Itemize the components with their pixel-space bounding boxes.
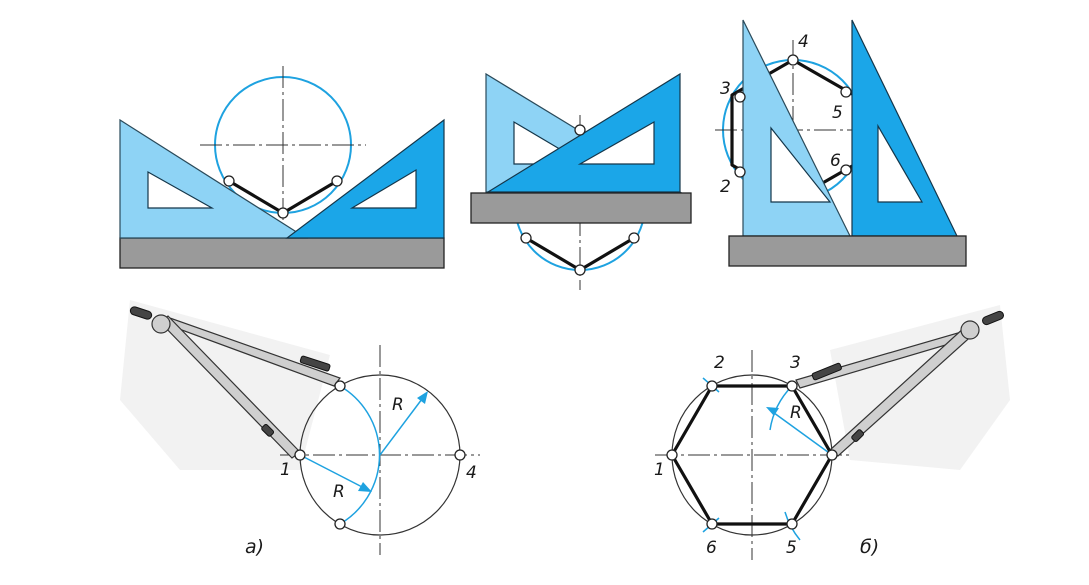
- label-4-a: 4: [466, 463, 477, 483]
- point-left-b: [277, 207, 289, 219]
- radius-label-b: R: [790, 403, 802, 423]
- point-middle-d: [574, 124, 586, 136]
- compass-lead-a: [299, 355, 331, 372]
- label-5-top: 5: [832, 103, 843, 123]
- label-2-b: 2: [714, 353, 725, 373]
- set-square-hole-right: [349, 168, 417, 209]
- set-square-light-right: [742, 19, 851, 237]
- point-5-top: [840, 86, 852, 98]
- compass-screw-b: [851, 429, 865, 443]
- point-bottom-a: [334, 518, 346, 530]
- point-top-a: [334, 380, 346, 392]
- compass-handle-b: [982, 310, 1004, 326]
- compass-hinge-b: [960, 320, 980, 340]
- point-4-b: [826, 449, 838, 461]
- caption-a: а): [245, 536, 264, 558]
- label-6-b: 6: [706, 538, 717, 558]
- label-4-top: 4: [798, 32, 809, 52]
- top-left-figure: [119, 66, 445, 269]
- compass-handle-a: [129, 306, 153, 320]
- point-middle-b: [574, 264, 586, 276]
- top-middle-figure: [470, 72, 692, 290]
- point-4-a: [454, 449, 466, 461]
- set-square-dark-right: [285, 118, 445, 239]
- point-left-c: [331, 175, 343, 187]
- point-3-top: [734, 91, 746, 103]
- radius-a-2: [379, 394, 426, 456]
- point-6-top: [840, 164, 852, 176]
- point-2-b: [706, 380, 718, 392]
- point-3-b: [786, 380, 798, 392]
- point-2-top: [734, 166, 746, 178]
- label-2-top: 2: [720, 177, 731, 197]
- set-square-hole-middle-dark: [577, 120, 655, 165]
- top-right-figure: 4 3 2 5 6: [715, 19, 967, 267]
- panel-b: R 1 2 3 5 6 б): [654, 305, 1010, 560]
- radius-b-arrow: [766, 407, 779, 416]
- label-1-a: 1: [280, 460, 291, 480]
- point-left-a: [223, 175, 235, 187]
- caption-b: б): [860, 536, 879, 558]
- point-4-top: [787, 54, 799, 66]
- label-3-b: 3: [790, 353, 801, 373]
- compass-screw-a: [261, 423, 275, 437]
- label-1-b: 1: [654, 460, 665, 480]
- point-5-b: [786, 518, 798, 530]
- point-1-b: [666, 449, 678, 461]
- arc-a: [339, 385, 381, 525]
- ruler-base-left: [119, 237, 445, 269]
- point-1-a: [294, 449, 306, 461]
- label-5-b: 5: [786, 538, 797, 558]
- ruler-base-middle: [470, 192, 692, 224]
- set-square-hole-rightmost: [877, 123, 924, 203]
- point-middle-c: [628, 232, 640, 244]
- compass-lead-b: [811, 362, 842, 381]
- compass-a: [129, 306, 341, 459]
- panel-a: R R 1 4 а): [120, 300, 480, 558]
- compass-shadow-b: [830, 305, 1010, 470]
- set-square-hole-left: [147, 170, 215, 209]
- point-middle-a: [520, 232, 532, 244]
- set-square-hole-right-light: [770, 126, 832, 203]
- radius-label-a-2: R: [392, 395, 404, 415]
- compass-b: [795, 310, 1004, 457]
- radius-a-1: [299, 454, 369, 491]
- compass-hinge-a: [151, 314, 171, 334]
- label-3-top: 3: [720, 79, 731, 99]
- radius-b: [769, 409, 833, 456]
- label-6-top: 6: [830, 151, 841, 171]
- ruler-base-right: [728, 235, 967, 267]
- radius-a-2-arrow: [417, 391, 428, 404]
- set-square-dark-rightmost: [851, 19, 958, 237]
- radius-label-a-1: R: [333, 482, 345, 502]
- radius-a-1-arrow: [358, 482, 372, 492]
- point-6-b: [706, 518, 718, 530]
